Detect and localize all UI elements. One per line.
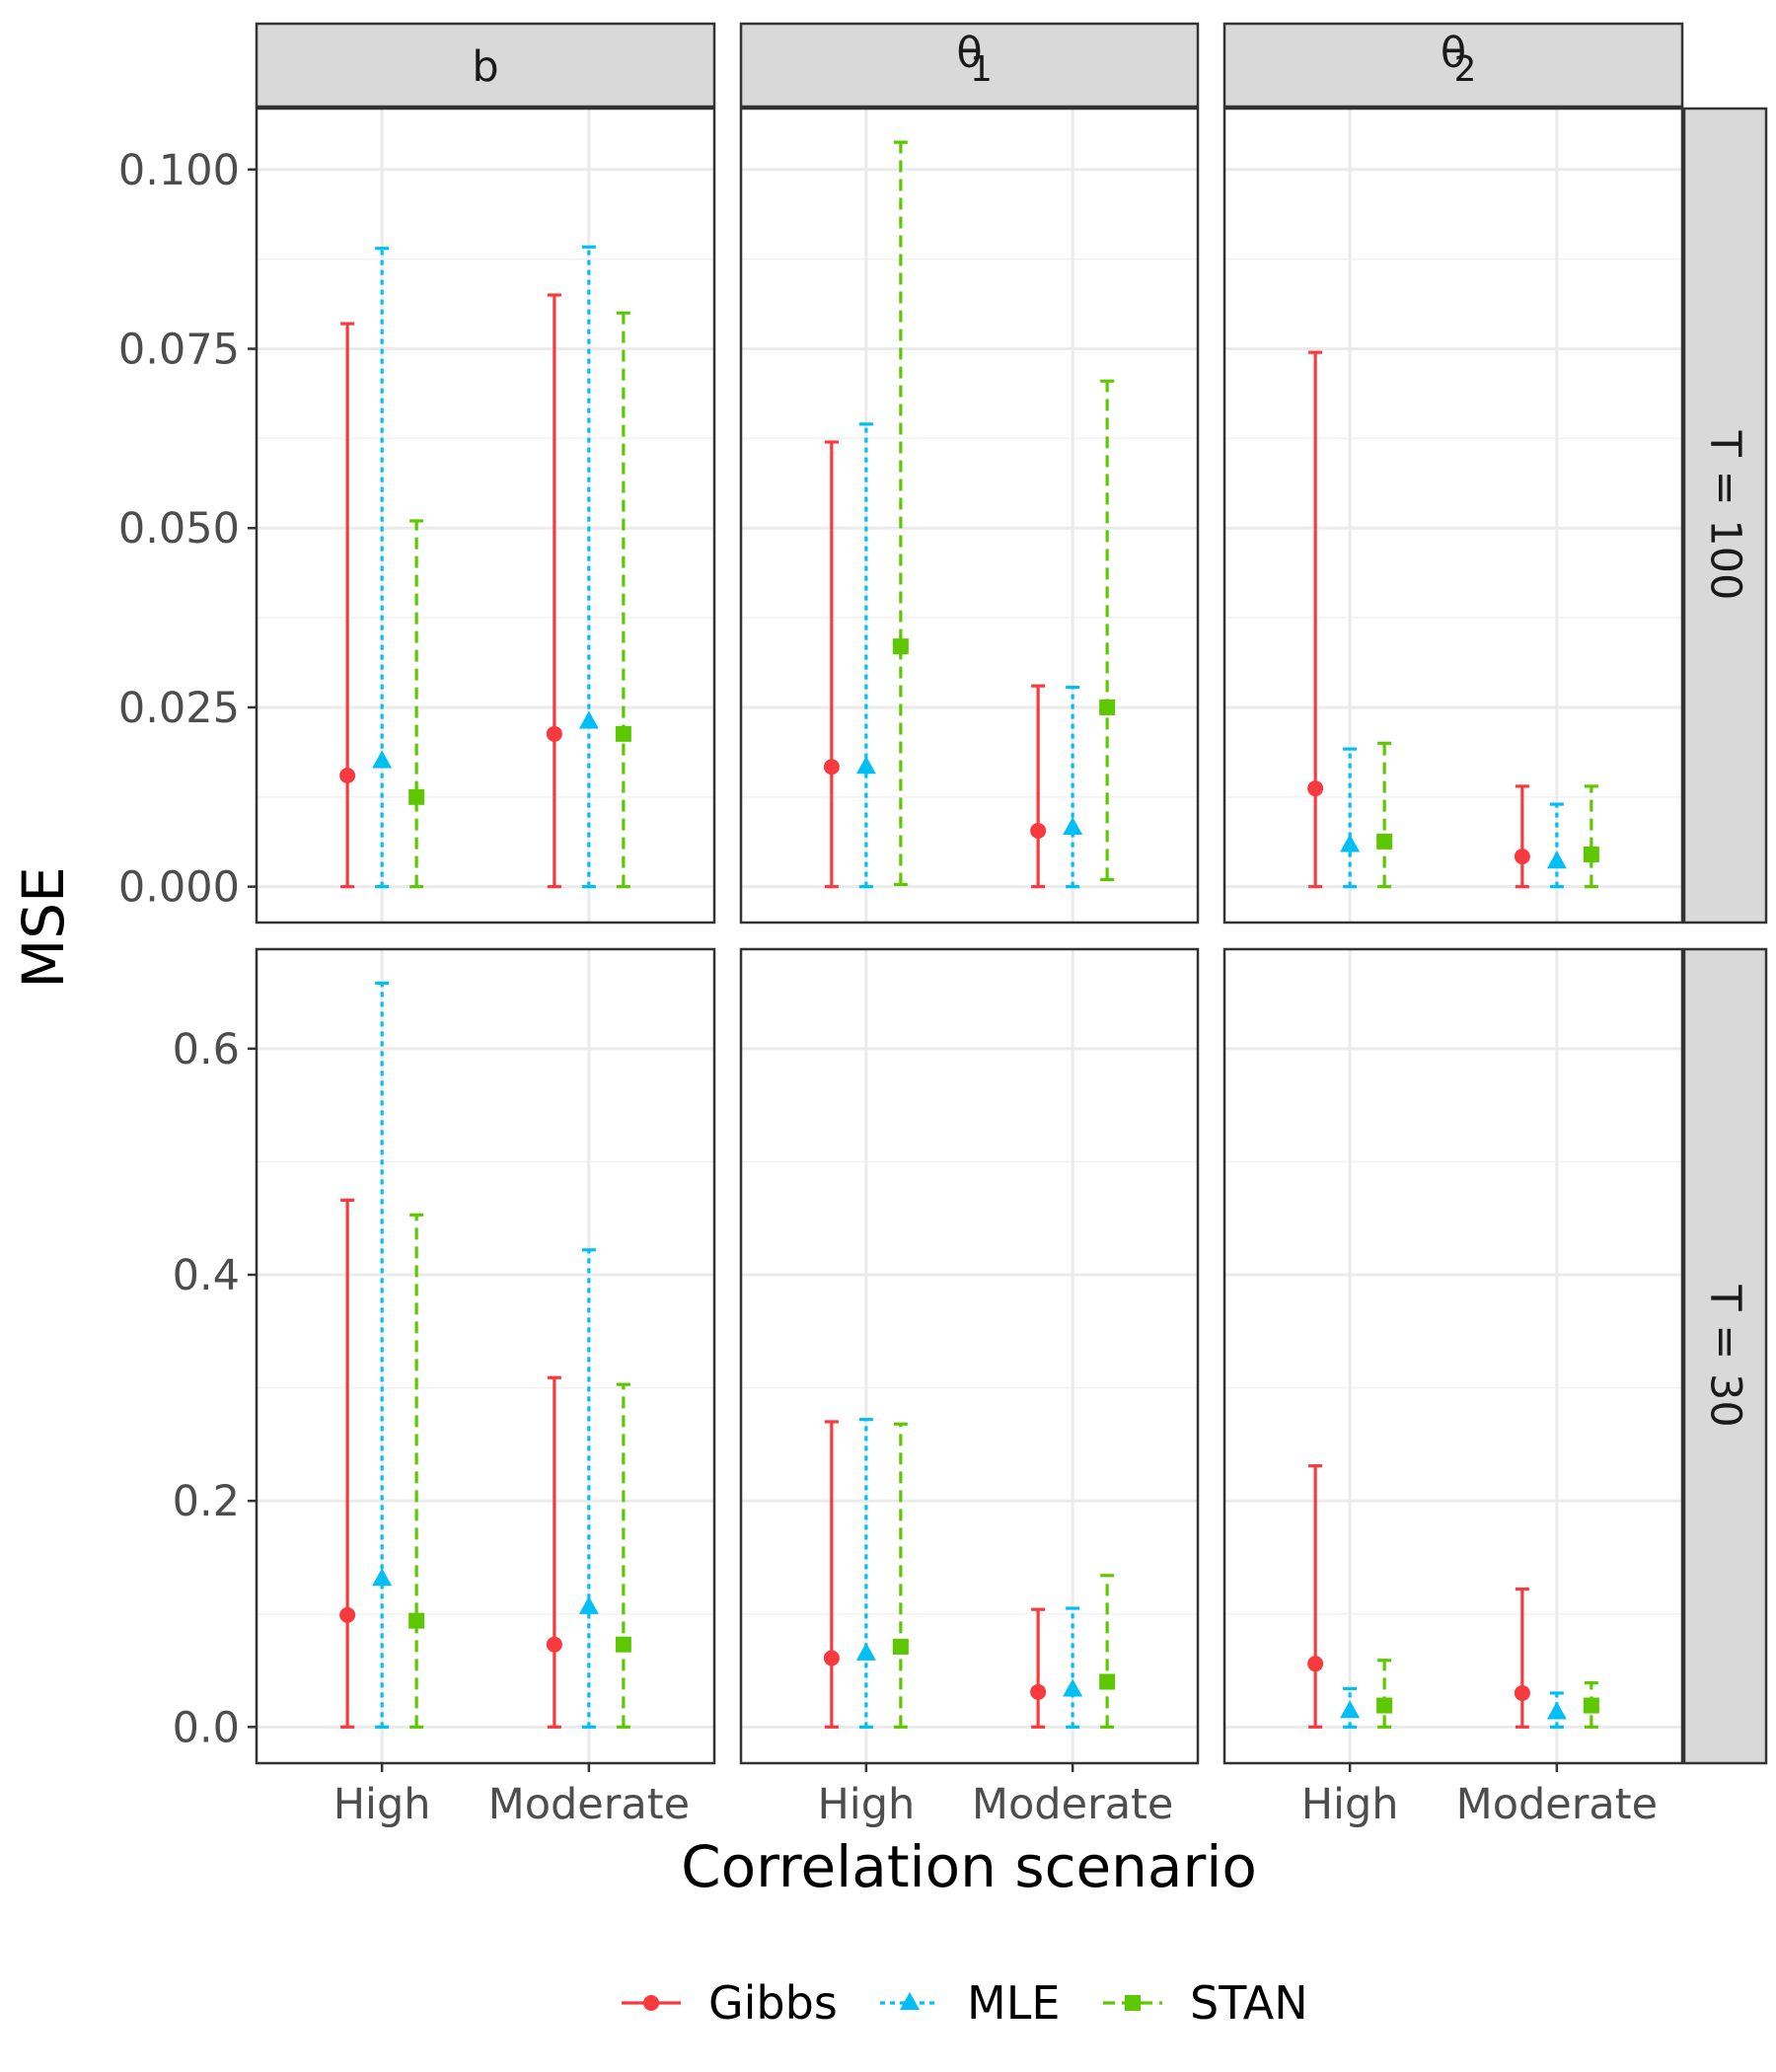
stan-high-point — [892, 1638, 909, 1655]
panel-border — [255, 107, 716, 925]
y-tick-label: 0.000 — [118, 863, 240, 913]
legend-key-marker — [1125, 1995, 1141, 2011]
stan-moderate-point — [1583, 846, 1599, 862]
row-strip-T100: T = 100 — [1682, 107, 1768, 925]
column-strip-b: b — [255, 22, 716, 109]
row-strip-label: T = 30 — [1701, 1284, 1750, 1427]
stan-moderate-point — [1099, 1673, 1116, 1690]
column-strip-background — [739, 22, 1200, 109]
gibbs-high-point — [339, 1606, 356, 1623]
legend-item-gibbs: Gibbs — [622, 1976, 838, 2030]
x-tick-label: Moderate — [1456, 1780, 1659, 1829]
y-tick-label: 0.075 — [118, 326, 240, 375]
y-tick-label: 0.4 — [173, 1251, 240, 1300]
row-strip-T30: T = 30 — [1682, 947, 1768, 1765]
y-tick-label: 0.0 — [173, 1703, 240, 1752]
stan-moderate-point — [615, 725, 631, 742]
y-tick-label: 0.6 — [173, 1025, 240, 1074]
legend: Gibbs MLE STAN — [622, 1976, 1308, 2030]
mle-moderate-point — [578, 710, 599, 729]
gibbs-moderate-point — [1514, 849, 1530, 865]
panel-border — [739, 107, 1200, 925]
column-strip-theta2: θ2 — [1222, 22, 1684, 109]
gibbs-high-point — [339, 767, 356, 783]
row-strip-background — [1682, 107, 1768, 925]
panel-border — [739, 947, 1200, 1765]
legend-label: STAN — [1190, 1976, 1308, 2030]
row-strip-background — [1682, 947, 1768, 1765]
panel-T100-b — [255, 107, 716, 925]
gibbs-high-point — [1307, 1656, 1324, 1672]
x-tick-label: Moderate — [972, 1780, 1174, 1829]
mle-moderate-point — [1063, 817, 1083, 836]
mle-high-point — [1340, 834, 1361, 852]
stan-moderate-point — [1099, 699, 1116, 715]
facet-panels — [255, 107, 1684, 1765]
y-tick-label: 0.025 — [118, 684, 240, 733]
stan-high-point — [408, 1612, 425, 1629]
mle-high-point — [855, 1642, 876, 1661]
x-tick-label: High — [817, 1780, 915, 1829]
stan-high-point — [892, 638, 909, 655]
stan-moderate-point — [1583, 1697, 1599, 1714]
axes: 0.000 0.025 0.050 0.075 0.100 0.0 0.2 0.4 0.6 Hig… — [118, 146, 1658, 1829]
x-tick-label: Moderate — [488, 1780, 691, 1829]
panel-border — [255, 947, 716, 1765]
y-tick-label: 0.2 — [173, 1477, 240, 1526]
gibbs-high-point — [823, 759, 840, 776]
column-strip-background — [1222, 22, 1684, 109]
stan-high-point — [1376, 833, 1393, 850]
gibbs-moderate-point — [546, 1636, 562, 1653]
gibbs-moderate-point — [546, 725, 562, 742]
legend-key-marker — [643, 1995, 659, 2011]
mle-moderate-point — [1546, 851, 1567, 869]
legend-item-stan: STAN — [1103, 1976, 1308, 2030]
mle-high-point — [372, 750, 393, 769]
panel-T30-b — [255, 947, 716, 1765]
gibbs-moderate-point — [1030, 822, 1047, 839]
mle-moderate-point — [578, 1595, 599, 1614]
mle-high-point — [372, 1568, 393, 1587]
panel-T30-theta2 — [1222, 947, 1684, 1765]
panel-border — [1222, 107, 1684, 925]
legend-label: MLE — [967, 1976, 1060, 2030]
mle-moderate-point — [1546, 1701, 1567, 1720]
y-tick-label: 0.050 — [118, 504, 240, 554]
legend-key-marker — [900, 1992, 920, 2010]
row-strip-label: T = 100 — [1701, 430, 1750, 601]
gibbs-moderate-point — [1030, 1683, 1047, 1700]
gibbs-moderate-point — [1514, 1684, 1530, 1701]
mle-moderate-point — [1063, 1678, 1083, 1697]
legend-item-mle: MLE — [880, 1976, 1060, 2030]
gibbs-high-point — [1307, 780, 1324, 797]
column-strip-label: b — [472, 42, 498, 92]
column-strip-background — [255, 22, 716, 109]
mle-high-point — [1340, 1700, 1361, 1719]
y-tick-label: 0.100 — [118, 146, 240, 195]
panel-T100-theta1 — [739, 107, 1200, 925]
stan-high-point — [1376, 1697, 1393, 1714]
stan-moderate-point — [615, 1636, 631, 1653]
panel-T100-theta2 — [1222, 107, 1684, 925]
column-strip-label: θ — [1441, 29, 1466, 78]
column-strip-subscript: 2 — [1454, 49, 1477, 90]
gibbs-high-point — [823, 1650, 840, 1666]
x-tick-label: High — [333, 1780, 431, 1829]
panel-T30-theta1 — [739, 947, 1200, 1765]
legend-label: Gibbs — [708, 1976, 838, 2030]
y-axis-title: MSE — [10, 866, 77, 989]
x-tick-label: High — [1301, 1780, 1399, 1829]
column-strip-subscript: 1 — [970, 49, 993, 90]
stan-high-point — [408, 788, 425, 805]
mle-high-point — [855, 756, 876, 775]
column-strip-theta1: θ1 — [739, 22, 1200, 109]
x-axis-title: Correlation scenario — [681, 1833, 1257, 1900]
panel-border — [1222, 947, 1684, 1765]
column-strip-label: θ — [956, 29, 982, 78]
